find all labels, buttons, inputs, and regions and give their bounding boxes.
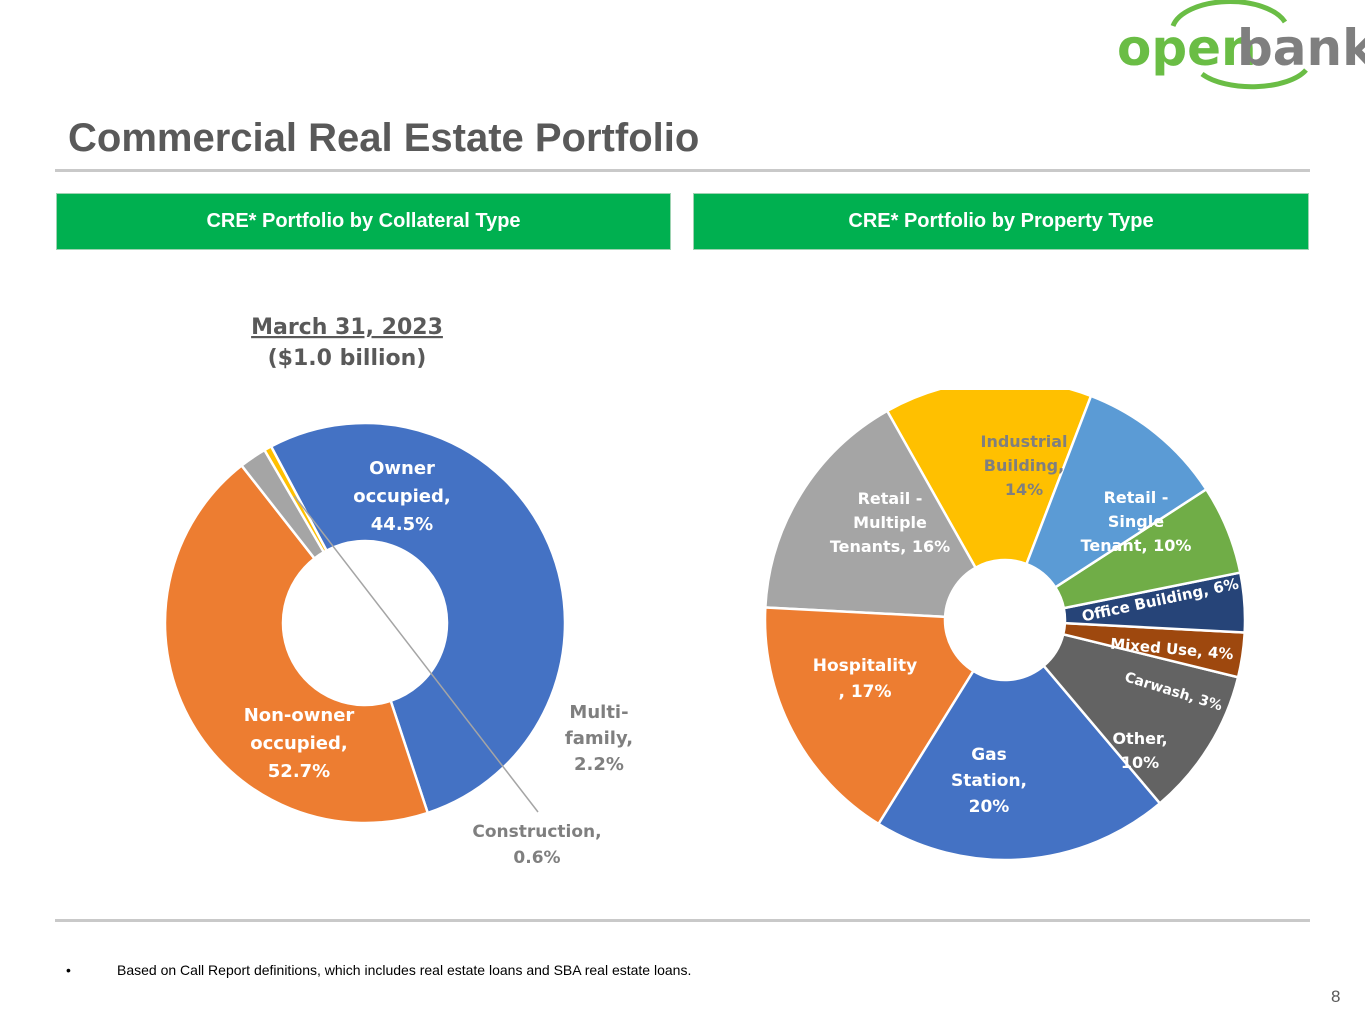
data-label-owner-occupied: Owner occupied, 44.5% [353,458,451,535]
chart-title: March 31, 2023 [251,315,443,340]
data-label-line: Gas [971,745,1007,765]
data-label-non-owner-occupied: Non-owner occupied, 52.7% [244,705,355,782]
data-label-line: Building, [984,456,1064,475]
collateral-type-header: CRE* Portfolio by Collateral Type [56,193,671,250]
openbank-logo: open bank [1110,0,1365,100]
data-label-line: 14% [1005,480,1043,499]
slice-owner-occupied [163,463,430,825]
page-title: Commercial Real Estate Portfolio [68,116,700,160]
slice-construction [262,444,329,554]
data-label-line: 2.2% [574,754,624,775]
data-label-industrial-building: Industrial Building, 14% [980,432,1067,499]
data-label-line: Industrial [980,432,1067,451]
data-label-line: 20% [969,797,1010,817]
data-label-line: Hospitality [813,656,917,676]
logo-arc-top [1170,0,1288,27]
logo-text-open: open [1117,19,1257,77]
property-type-header: CRE* Portfolio by Property Type [693,193,1309,250]
footnote-bullet: • [66,962,71,978]
data-label-multi-family: Multi-family, 2.2% [565,702,633,775]
data-label-line: Owner [369,458,435,479]
property-type-chart: Industrial Building, 14% Retail - Multiple Te… [740,390,1260,880]
data-label-retail-single-tenant: Retail - Single Tenant, 10% [1081,488,1192,555]
data-label-line: 10% [1121,753,1159,772]
data-label-hospitality: Hospitality , 17% [813,656,917,702]
data-label-line: occupied, [353,486,451,507]
data-label-line: , 17% [838,682,891,702]
title-divider [55,169,1310,172]
logo-arc-bottom [1200,68,1308,90]
data-label-line: family, [565,728,633,749]
data-label-line: Construction, [472,822,601,842]
page-number: 8 [1331,987,1341,1006]
footnote-text: Based on Call Report definitions, which … [117,962,692,978]
data-label-line: Non-owner [244,705,355,726]
data-label-line: Station, [951,771,1027,791]
data-label-line: Tenant, 10% [1081,536,1192,555]
data-label-line: 44.5% [371,514,433,535]
data-label-line: Retail - [1104,488,1169,507]
data-label-retail-multiple-tenants: Retail - Multiple Tenants, 16% [830,489,950,556]
collateral-type-chart: March 31, 2023 ($1.0 billion) Non-owner o… [150,300,650,880]
data-label-line: Other, [1112,729,1167,748]
data-label-gas-station: Gas Station, 20% [951,745,1027,817]
footnote: • Based on Call Report definitions, which… [66,962,691,978]
slice-retail-single-tenant [1024,394,1209,590]
slice-non-owner-occupied [269,421,567,815]
slice-industrial-building [885,390,1093,570]
slice-retail-multiple-tenants [764,409,978,619]
chart-subtitle: ($1.0 billion) [268,346,427,371]
footer-divider [55,919,1310,922]
data-label-line: Tenants, 16% [830,537,950,556]
data-label-line: Multi- [569,702,628,723]
data-label-line: 0.6% [513,848,560,868]
data-label-line: 52.7% [268,761,330,782]
data-label-line: Single [1108,512,1164,531]
slice-other [1041,632,1240,806]
data-label-construction: Construction, 0.6% [472,822,601,868]
data-label-line: Multiple [853,513,927,532]
data-label-other: Other, 10% [1112,729,1167,772]
data-label-line: Retail - [858,489,923,508]
data-label-line: occupied, [250,733,348,754]
construction-leader-line [293,495,539,813]
logo-text-bank: bank [1237,19,1365,77]
slice-hospitality [763,606,976,826]
slice-gas-station [876,664,1162,862]
